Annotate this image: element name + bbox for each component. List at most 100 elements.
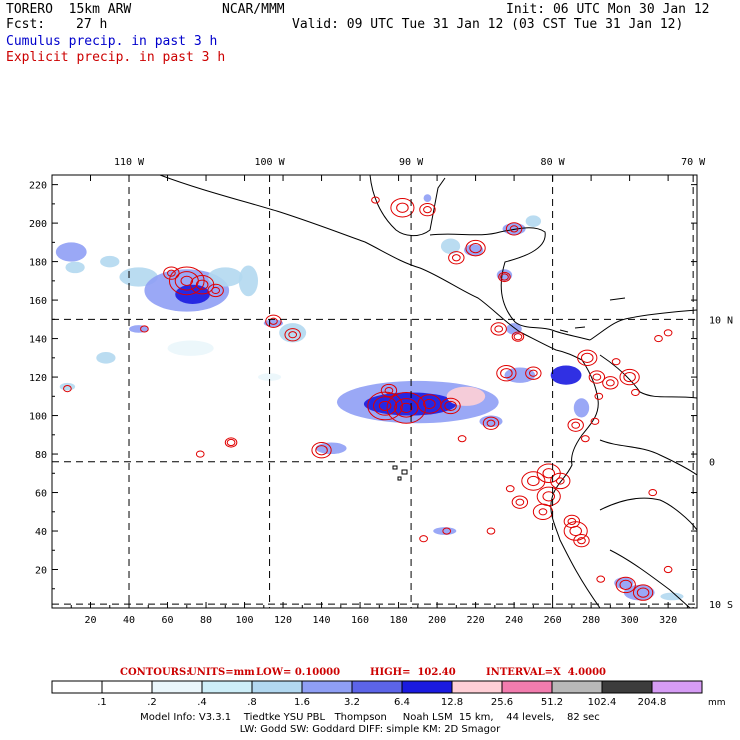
contour-cell-5-ring-1	[284, 328, 301, 342]
border-inland-3	[599, 497, 697, 531]
contour-cell-11-ring-0	[378, 400, 392, 412]
x-tick-label-2: 60	[161, 615, 173, 626]
colorbar-label-6: 6.4	[394, 697, 410, 708]
contour-cell-0-ring-0	[180, 275, 194, 286]
y-tick-label-1: 40	[35, 527, 47, 538]
y-tick-label-7: 160	[29, 296, 47, 307]
contour-cell-26-ring-1	[511, 331, 525, 342]
lat-lon-grid	[52, 175, 697, 608]
contour-cell-10-ring-1	[311, 441, 332, 459]
contour-cell-17-ring-0	[457, 435, 467, 443]
cumulus-blob-33	[258, 373, 282, 381]
border-inland	[599, 354, 697, 399]
contour-cell-28-ring-1	[525, 366, 542, 380]
lat-label-1: 0	[709, 458, 715, 469]
cumulus-blob-23	[502, 223, 526, 235]
x-tick-label-11: 240	[505, 615, 523, 626]
contour-cell-3-ring-1	[207, 283, 224, 298]
contour-cell-32-ring-0	[606, 379, 615, 387]
x-tick-label-5: 120	[274, 615, 292, 626]
contour-cell-18-ring-0	[371, 196, 380, 204]
cumulus-blob-2	[100, 255, 120, 268]
contour-cell-54-ring-1	[615, 576, 636, 594]
x-tick-label-3: 80	[200, 615, 212, 626]
colorbar-label-9: 51.2	[541, 697, 563, 708]
cumulus-blob-22	[464, 244, 484, 256]
contours-high: HIGH= 102.40	[370, 667, 456, 678]
y-tick-label-6: 140	[29, 335, 47, 346]
cumulus-blob-28	[573, 398, 590, 418]
cumulus-blob-11	[96, 352, 116, 364]
contour-cell-58-ring-0	[648, 488, 658, 497]
contour-cell-45-ring-0	[538, 508, 548, 516]
contour-cell-48-ring-1	[573, 533, 590, 548]
y-tick-label-10: 220	[29, 181, 47, 192]
model-title: TORERO 15km ARW	[6, 2, 132, 17]
contour-cell-37-ring-0	[663, 329, 673, 337]
contours-interval: INTERVAL=X 4.0000	[486, 667, 606, 678]
cumulus-blob-21	[440, 238, 461, 254]
contours-units: UNITS=mm	[188, 667, 255, 678]
plot-frame	[51, 174, 698, 609]
contour-cell-50-ring-0	[505, 485, 515, 493]
lon-label-4: 70 W	[681, 157, 706, 168]
x-tick-label-7: 160	[351, 615, 369, 626]
contour-cell-26-ring-0	[513, 333, 523, 341]
coastline-colombia-ecuador	[550, 359, 601, 608]
coastline-mexico	[159, 175, 583, 361]
contour-cell-2-ring-0	[167, 269, 176, 277]
contour-cell-6-ring-0	[140, 325, 149, 333]
colorbar-label-10: 102.4	[588, 697, 617, 708]
x-tick-label-12: 260	[544, 615, 562, 626]
contour-cell-57-ring-0	[663, 565, 673, 574]
fcst-value: 27 h	[76, 17, 108, 32]
cumulus-blob-7	[238, 265, 259, 297]
contour-cell-44-ring-0	[542, 491, 556, 502]
caribbean-islands	[559, 297, 626, 333]
cumulus-blob-0	[55, 242, 87, 262]
lat-label-0: 10 N	[709, 315, 733, 326]
x-tick-label-8: 180	[390, 615, 408, 626]
contour-cell-14-ring-0	[444, 400, 457, 412]
init-time: Init: 06 UTC Mon 30 Jan 12	[506, 2, 710, 17]
colorbar-swatch-8	[451, 680, 503, 694]
contour-cell-25-ring-0	[494, 325, 504, 333]
contour-cell-55-ring-1	[632, 584, 654, 601]
lat-label-2: 10 S	[709, 600, 733, 611]
colorbar-swatch-10	[551, 680, 603, 694]
contour-cell-34-ring-0	[631, 388, 640, 397]
contour-cell-45-ring-1	[532, 503, 554, 520]
contour-cell-14-ring-1	[440, 397, 461, 415]
contour-cell-5-ring-0	[288, 331, 298, 339]
contour-cell-20-ring-0	[423, 206, 432, 214]
contour-cell-23-ring-1	[505, 222, 523, 236]
contour-cell-27-ring-1	[496, 365, 517, 382]
contour-cell-12-ring-1	[394, 398, 419, 418]
contour-cell-29-ring-1	[577, 349, 598, 367]
x-tick-label-10: 220	[467, 615, 485, 626]
x-tick-label-1: 40	[123, 615, 135, 626]
cumulus-blob-32	[660, 592, 684, 601]
cumulus-blob-1	[65, 261, 85, 274]
contour-cell-33-ring-1	[619, 368, 640, 386]
contour-cell-44-ring-1	[536, 486, 561, 507]
cumulus-blob-16	[446, 386, 486, 406]
contour-cell-56-ring-0	[596, 575, 606, 583]
coastline-caribbean	[429, 227, 591, 341]
contour-cell-1-ring-0	[195, 279, 209, 290]
colorbar-label-7: 12.8	[441, 697, 463, 708]
contour-cell-24-ring-1	[498, 271, 511, 283]
coastline-yucatan	[369, 175, 446, 237]
contour-cell-15-ring-0	[384, 386, 394, 395]
cumulus-blob-6	[207, 267, 243, 287]
contour-cell-43-ring-1	[550, 472, 571, 490]
contour-cell-22-ring-0	[451, 254, 461, 262]
contour-cell-47-ring-0	[569, 525, 582, 537]
model-info-line1: Model Info: V3.3.1 Tiedtke YSU PBL Thomp…	[140, 712, 600, 723]
contour-cell-12-ring-0	[399, 402, 413, 413]
axis-labels: 110 W 100 W 90 W 80 W 70 W 10 N 0 10 S 20 40 60 80 1…	[29, 157, 733, 626]
valid-time: Valid: 09 UTC Tue 31 Jan 12 (03 CST Tue …	[292, 17, 684, 32]
contours-low: LOW= 0.10000	[256, 667, 341, 678]
y-tick-label-2: 60	[35, 489, 47, 500]
colorbar-swatch-2	[151, 680, 203, 694]
